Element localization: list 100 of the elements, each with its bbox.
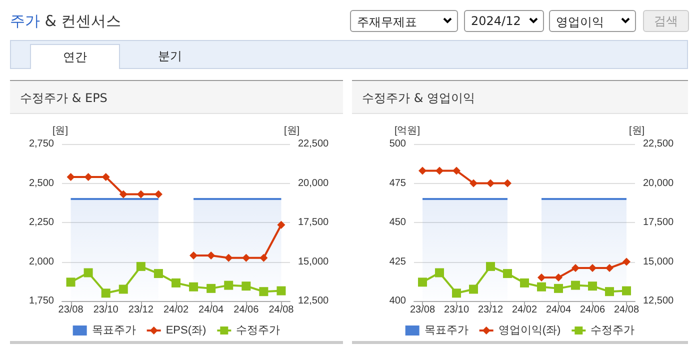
text: 분기 [157, 48, 183, 65]
point [588, 282, 597, 291]
point [470, 179, 478, 188]
point [504, 179, 512, 188]
chart-title: 수정주가 & EPS [10, 81, 343, 114]
y-tick-label: 425 [389, 256, 406, 268]
point [119, 190, 128, 198]
point [418, 278, 427, 287]
y2-tick-label: 17,500 [298, 217, 330, 228]
x-tick-label: 24/04 [198, 304, 224, 316]
point [436, 166, 444, 175]
point [136, 262, 146, 271]
x-tick-label: 24/02 [512, 304, 538, 316]
x-tick-label: 24/02 [163, 304, 189, 316]
point [276, 286, 286, 296]
y-tick-label: 475 [389, 178, 406, 189]
x-tick-label: 24/06 [234, 304, 260, 316]
legend-label: 영업이익(좌) [498, 324, 561, 336]
point [605, 287, 614, 296]
y2-tick-label: 22,500 [643, 138, 674, 150]
point [66, 172, 75, 181]
y2-axis-title: [원] [629, 126, 645, 136]
y-tick-label: 500 [389, 138, 406, 150]
y-tick-label: 2,000 [28, 256, 54, 268]
x-tick-label: 23/12 [478, 304, 504, 316]
point [207, 251, 216, 260]
point [277, 220, 286, 229]
point [154, 190, 162, 198]
x-tick-label: 24/08 [268, 304, 294, 316]
y2-tick-label: 15,000 [298, 256, 330, 268]
point [102, 172, 110, 181]
legend-label: 수정주가 [236, 324, 280, 336]
point [66, 278, 76, 287]
point [224, 280, 234, 290]
y-tick-label: 2,750 [28, 138, 54, 150]
point [84, 268, 93, 278]
point [154, 269, 163, 278]
point [189, 282, 198, 292]
x-tick-label: 23/12 [128, 304, 154, 316]
point [486, 179, 494, 188]
text: 연간 [30, 44, 120, 69]
point [469, 284, 478, 294]
point [206, 284, 216, 293]
y2-tick-label: 12,500 [298, 296, 330, 306]
point [136, 190, 145, 198]
point [101, 288, 110, 298]
point [571, 280, 580, 290]
point [588, 264, 596, 272]
y-tick-label: 450 [389, 217, 406, 228]
legend-label: 목표주가 [92, 324, 136, 336]
x-tick-label: 23/10 [444, 304, 470, 316]
point [554, 273, 562, 282]
x-tick-label: 23/10 [93, 304, 119, 316]
chart-title: 수정주가 & 영업이익 [352, 81, 688, 114]
point [538, 273, 546, 282]
legend-label: EPS(좌) [166, 324, 206, 336]
y2-tick-label: 17,500 [643, 217, 674, 228]
y-axis-title: [원] [52, 126, 68, 136]
point [452, 166, 460, 175]
point [224, 254, 233, 262]
point [520, 278, 529, 288]
point [260, 254, 268, 262]
point [118, 284, 128, 294]
point [259, 287, 268, 296]
y2-tick-label: 20,000 [643, 178, 674, 189]
x-tick-label: 24/08 [614, 304, 640, 316]
text: 검색 [643, 10, 689, 32]
point [452, 288, 461, 298]
x-tick-label: 24/04 [546, 304, 572, 316]
y2-tick-label: 22,500 [298, 138, 330, 150]
point [172, 278, 180, 288]
point [435, 268, 444, 278]
point [606, 264, 614, 272]
y-axis-title: [억원] [394, 126, 420, 136]
y2-tick-label: 15,000 [643, 256, 674, 268]
point [622, 286, 631, 296]
point [622, 258, 630, 266]
y-tick-label: 400 [389, 296, 406, 306]
y-tick-label: 2,250 [28, 217, 54, 228]
point [242, 282, 251, 291]
legend-label: 수정주가 [590, 324, 635, 336]
y-tick-label: 1,750 [28, 296, 54, 306]
x-tick-label: 23/08 [58, 304, 84, 316]
point [503, 269, 512, 278]
y2-tick-label: 12,500 [643, 296, 674, 306]
point [572, 264, 580, 272]
text: 2024/12 [464, 10, 544, 32]
y2-tick-label: 20,000 [298, 178, 330, 189]
text: 주가 & 컨센서스 [10, 12, 122, 31]
legend-label: 목표주가 [424, 324, 468, 336]
x-tick-label: 23/08 [410, 304, 436, 316]
point [242, 254, 250, 262]
point [418, 166, 426, 175]
text: 주재무제표 [350, 10, 458, 32]
y-tick-label: 2,500 [28, 178, 54, 189]
text: 영업이익 [549, 10, 636, 32]
point [554, 284, 563, 293]
x-tick-label: 24/06 [580, 304, 606, 316]
y2-axis-title: [원] [284, 126, 300, 136]
point [486, 262, 495, 271]
